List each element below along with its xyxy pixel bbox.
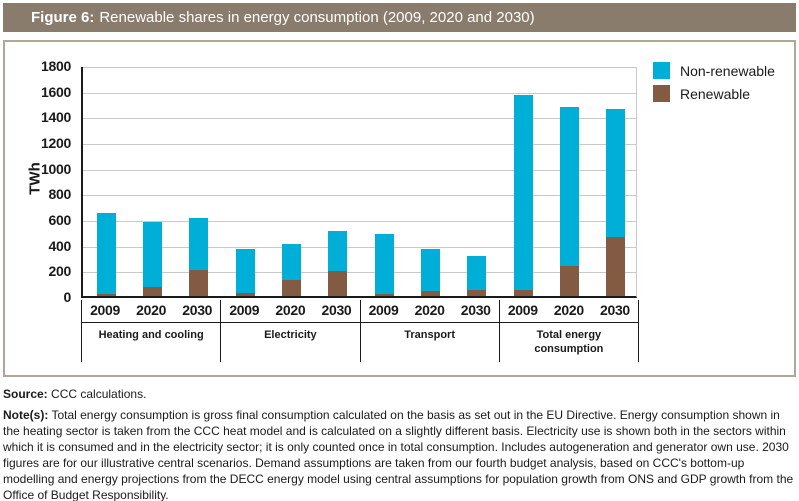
source-note: Source: CCC calculations. <box>3 386 796 402</box>
legend-item-renewable: Renewable <box>653 85 775 102</box>
bar-electricity-2020 <box>282 244 301 296</box>
non-renewable-segment <box>282 244 301 280</box>
non-renewable-segment <box>143 221 162 288</box>
non-renewable-segment <box>328 231 348 271</box>
year-label: 2020 <box>136 302 167 318</box>
bar-total-energy-consumption-2020 <box>560 106 579 296</box>
year-label: 2020 <box>553 302 584 318</box>
renewable-segment <box>374 294 394 296</box>
figure-6: Figure 6: Renewable shares in energy con… <box>3 3 796 501</box>
non-renewable-segment <box>235 248 255 293</box>
non-renewable-segment <box>374 234 394 295</box>
renewable-segment <box>96 294 116 296</box>
plot-area <box>81 67 637 298</box>
year-label: 2009 <box>90 302 121 318</box>
notes-label: Note(s): <box>3 408 49 422</box>
bar-transport-2030 <box>467 255 487 296</box>
notes-text: Total energy consumption is gross final … <box>3 408 794 501</box>
year-labels-row: 2009 2020 2030 <box>360 300 499 323</box>
year-label: 2030 <box>460 302 491 318</box>
year-labels-row: 2009 2020 2030 <box>221 300 360 323</box>
legend-item-non-renewable: Non-renewable <box>653 62 775 79</box>
y-tick-label: 1200 <box>41 135 71 151</box>
bar-transport-2020 <box>421 248 440 296</box>
figure-number: Figure 6: <box>31 9 95 26</box>
bar-electricity-2009 <box>235 248 255 296</box>
renewable-segment <box>606 236 626 296</box>
renewable-segment <box>143 287 162 296</box>
y-tick-label: 600 <box>48 212 72 228</box>
y-tick-label: 1400 <box>41 109 71 126</box>
non-renewable-segment <box>96 213 116 295</box>
renewable-segment <box>467 289 487 296</box>
year-label: 2009 <box>229 302 260 318</box>
renewable-segment <box>282 279 301 296</box>
year-label: 2009 <box>368 302 399 318</box>
legend-label-non-renewable: Non-renewable <box>680 62 775 79</box>
non-renewable-segment <box>513 94 533 290</box>
renewable-segment <box>189 269 209 296</box>
y-tick-label: 0 <box>63 289 72 305</box>
year-label: 2030 <box>599 302 630 318</box>
group-label: Heating and cooling <box>98 329 204 341</box>
axis-group-total-energy-consumption: 2009 2020 2030 Total energy consumption <box>498 300 639 362</box>
year-label: 2020 <box>275 302 306 318</box>
y-tick-label: 1000 <box>41 160 71 177</box>
y-tick-label: 200 <box>48 263 72 280</box>
year-label: 2030 <box>182 302 213 318</box>
year-labels-row: 2009 2020 2030 <box>82 300 221 323</box>
non-renewable-segment <box>421 248 440 291</box>
axis-group-transport: 2009 2020 2030 Transport <box>359 300 499 362</box>
axis-group-heating-and-cooling: 2009 2020 2030 Heating and cooling <box>81 300 221 362</box>
source-text: CCC calculations. <box>51 387 147 401</box>
non-renewable-segment <box>467 255 487 290</box>
non-renewable-segment <box>189 218 209 270</box>
gridline <box>83 67 636 68</box>
year-label: 2020 <box>414 302 445 318</box>
gridline <box>83 169 636 171</box>
renewable-segment <box>560 266 579 296</box>
gridline <box>83 92 636 94</box>
non-renewable-swatch-icon <box>653 62 670 79</box>
year-label: 2030 <box>321 302 352 318</box>
non-renewable-segment <box>560 106 579 267</box>
bar-heating-and-cooling-2030 <box>189 218 209 296</box>
y-tick-label: 400 <box>48 237 72 254</box>
source-label: Source: <box>3 387 48 401</box>
bar-heating-and-cooling-2020 <box>143 221 162 296</box>
y-tick-label: 800 <box>48 186 72 203</box>
gridline <box>83 195 636 197</box>
renewable-segment <box>421 290 440 296</box>
figure-title: Renewable shares in energy consumption (… <box>99 9 535 26</box>
group-label: Electricity <box>264 329 317 341</box>
figure-header: Figure 6: Renewable shares in energy con… <box>3 3 796 32</box>
y-tick-label: 1800 <box>41 58 71 74</box>
axis-group-electricity: 2009 2020 2030 Electricity <box>220 300 360 362</box>
legend-label-renewable: Renewable <box>680 85 751 102</box>
gridline <box>83 221 636 222</box>
bar-electricity-2030 <box>328 231 348 296</box>
gridline <box>83 118 636 120</box>
renewable-swatch-icon <box>653 85 670 102</box>
legend: Non-renewable Renewable <box>653 62 775 108</box>
year-labels-row: 2009 2020 2030 <box>499 300 638 323</box>
y-tick-label: 1600 <box>41 83 71 100</box>
bar-transport-2009 <box>374 234 394 296</box>
gridline <box>83 246 636 248</box>
notes: Note(s): Total energy consumption is gro… <box>3 407 796 501</box>
gridline <box>83 144 636 145</box>
chart-panel: TWh 0 200 400 600 800 1000 1200 1400 1600 1800 20… <box>3 40 796 377</box>
bar-total-energy-consumption-2030 <box>606 108 626 296</box>
bar-heating-and-cooling-2009 <box>96 213 116 296</box>
renewable-segment <box>328 270 348 296</box>
group-label: Transport <box>404 329 455 341</box>
non-renewable-segment <box>606 108 626 237</box>
renewable-segment <box>235 292 255 296</box>
x-axis-table: 2009 2020 2030 Heating and cooling 2009 2020 2… <box>81 300 639 362</box>
bar-total-energy-consumption-2009 <box>513 94 533 296</box>
group-label: Total energy consumption <box>534 329 604 355</box>
year-label: 2009 <box>507 302 538 318</box>
gridline <box>83 272 636 274</box>
renewable-segment <box>513 289 533 296</box>
